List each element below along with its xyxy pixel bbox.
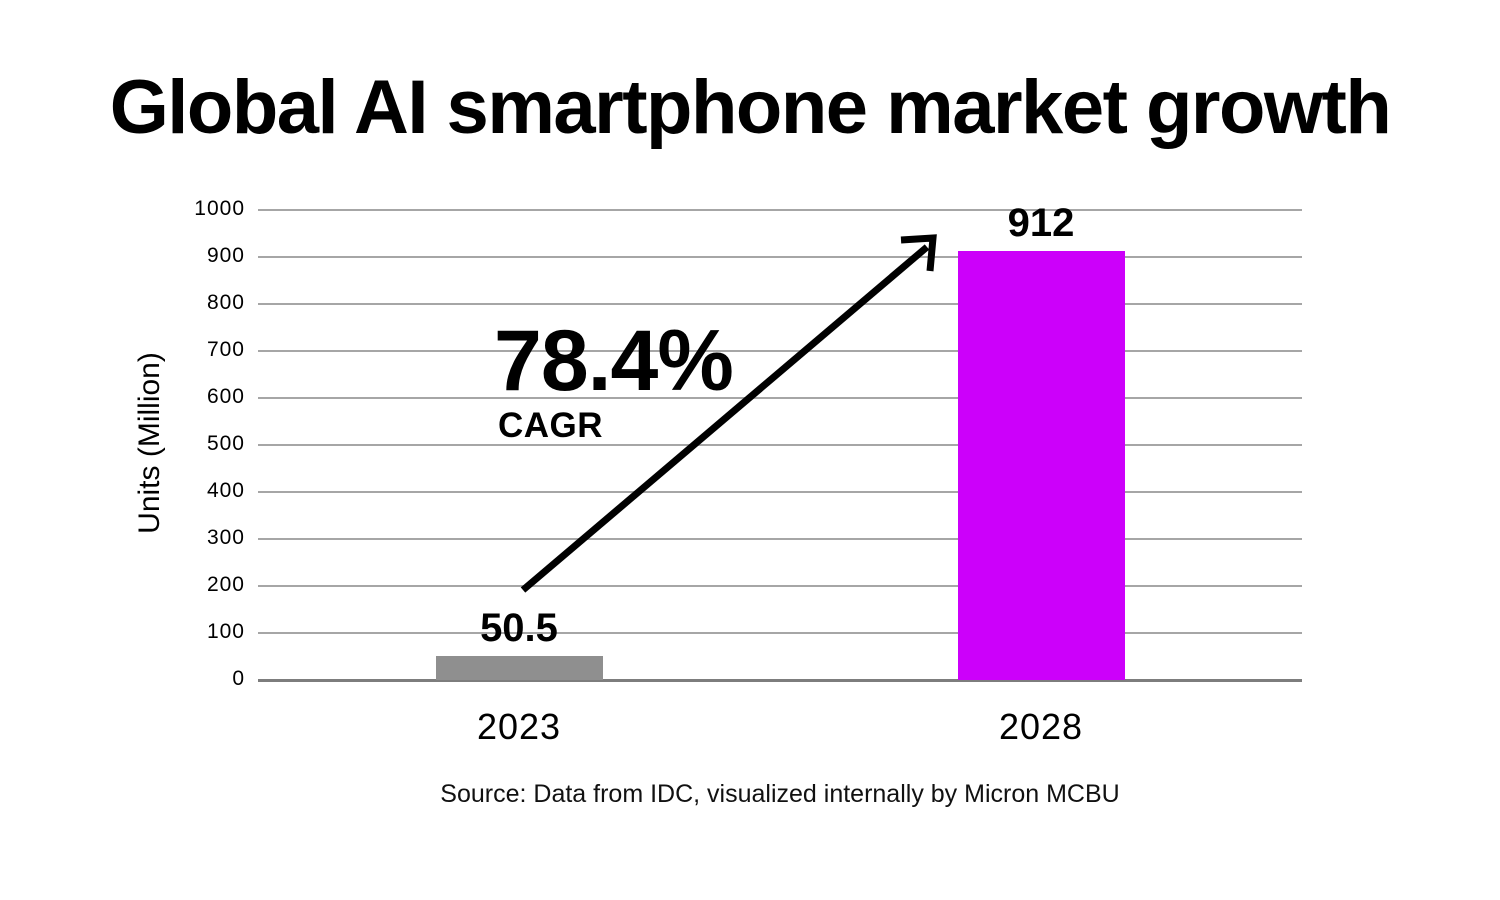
cagr-value: 78.4% (494, 313, 734, 409)
gridline-100 (258, 632, 1302, 634)
y-tick-label-900: 900 (206, 244, 245, 267)
gridline-500 (258, 444, 1302, 446)
gridline-800 (258, 303, 1302, 305)
x-tick-label-2023: 2023 (476, 706, 562, 747)
gridline-300 (258, 538, 1302, 540)
page-title: Global AI smartphone market growth (109, 65, 1392, 150)
bar-2028 (957, 251, 1125, 680)
gridline-700 (258, 350, 1302, 352)
growth-arrow-head (900, 234, 937, 272)
y-tick-label-300: 300 (206, 526, 245, 549)
source-note: Source: Data from IDC, visualized intern… (440, 780, 1120, 808)
y-tick-label-0: 0 (232, 667, 245, 690)
x-tick-label-2028: 2028 (998, 706, 1084, 747)
bar-value-2023: 50.5 (480, 606, 558, 651)
y-tick-label-400: 400 (206, 479, 245, 502)
x-axis-line (258, 678, 1302, 682)
y-tick-label-200: 200 (206, 573, 245, 596)
y-tick-label-800: 800 (206, 291, 245, 314)
gridline-400 (258, 491, 1302, 493)
cagr-label: CAGR (498, 406, 604, 445)
y-tick-label-100: 100 (206, 620, 245, 643)
bar-2023 (435, 656, 603, 680)
y-tick-label-1000: 1000 (194, 197, 245, 220)
gridline-600 (258, 397, 1302, 399)
gridline-900 (258, 256, 1302, 258)
y-axis-title: Units (Million) (133, 352, 166, 534)
y-tick-label-700: 700 (206, 338, 245, 361)
y-tick-label-600: 600 (206, 385, 245, 408)
y-tick-label-500: 500 (206, 432, 245, 455)
bar-value-2028: 912 (1007, 201, 1075, 246)
gridline-1000 (258, 209, 1302, 211)
gridline-200 (258, 585, 1302, 587)
